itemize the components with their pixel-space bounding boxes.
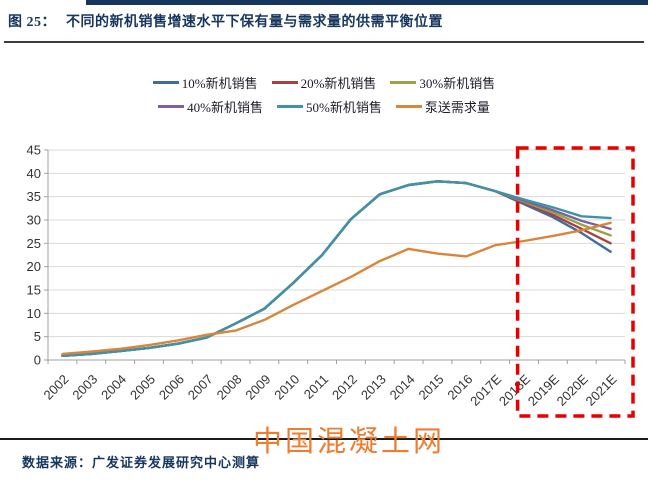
legend-swatch-line xyxy=(271,80,298,84)
x-tick-label: 2013 xyxy=(358,372,389,403)
title-divider xyxy=(4,41,644,43)
x-tick-label: 2011 xyxy=(301,372,331,402)
legend-label: 20%新机销售 xyxy=(300,75,377,91)
legend-label: 10%新机销售 xyxy=(181,75,258,91)
legend-item: 40%新机销售 xyxy=(158,97,263,116)
legend-swatch-line xyxy=(276,104,303,108)
legend-label: 泵送需求量 xyxy=(424,99,490,115)
y-tick-label: 0 xyxy=(34,353,41,368)
x-tick-label: 2018E xyxy=(496,371,533,408)
y-tick-label: 20 xyxy=(27,259,41,274)
x-tick-label: 2012 xyxy=(329,372,360,403)
legend-swatch-line xyxy=(390,80,417,84)
y-tick-label: 35 xyxy=(27,189,41,204)
y-tick-label: 15 xyxy=(27,283,41,298)
bottom-divider xyxy=(0,438,648,440)
y-tick-label: 5 xyxy=(34,329,41,344)
figure-title-text: 不同的新机销售增速水平下保有量与需求量的供需平衡位置 xyxy=(66,15,443,30)
chart-legend: 10%新机销售 20%新机销售 30%新机销售 40%新机销售 50%新机销售 泵送需求… xyxy=(0,72,648,116)
figure-number: 图 25： xyxy=(8,15,56,30)
figure-title: 图 25： 不同的新机销售增速水平下保有量与需求量的供需平衡位置 xyxy=(8,11,644,31)
legend-swatch-line xyxy=(395,104,422,108)
series-line xyxy=(61,180,612,358)
y-tick-label: 30 xyxy=(27,213,41,228)
x-tick-label: 2015 xyxy=(416,372,447,403)
series-line xyxy=(61,221,612,356)
y-tick-label: 40 xyxy=(27,166,41,181)
series-line xyxy=(61,180,612,358)
x-tick-label: 2014 xyxy=(387,372,418,403)
y-tick-label: 25 xyxy=(27,236,41,251)
top-border-bar xyxy=(86,0,648,5)
legend-item: 泵送需求量 xyxy=(395,97,490,116)
y-tick-label: 45 xyxy=(27,143,41,158)
x-tick-label: 2003 xyxy=(69,372,100,403)
legend-row-2: 40%新机销售 50%新机销售 泵送需求量 xyxy=(154,96,494,116)
x-tick-label: 2019E xyxy=(525,371,562,408)
legend-item: 30%新机销售 xyxy=(390,73,495,92)
legend-label: 50%新机销售 xyxy=(305,99,382,115)
legend-row-1: 10%新机销售 20%新机销售 30%新机销售 xyxy=(149,72,500,92)
chart-canvas: 0510152025303540452002200320042005200620… xyxy=(27,143,635,418)
x-tick-label: 2009 xyxy=(242,372,273,403)
highlight-box xyxy=(515,146,635,418)
source-note: 数据来源：广发证券发展研究中心测算 xyxy=(22,455,261,470)
legend-item: 50%新机销售 xyxy=(276,97,382,116)
x-tick-label: 2008 xyxy=(214,372,245,403)
y-tick-label: 10 xyxy=(27,306,41,321)
legend-label: 40%新机销售 xyxy=(187,99,263,115)
x-tick-label: 2021E xyxy=(583,371,620,408)
x-tick-label: 2017E xyxy=(467,371,504,408)
x-tick-label: 2010 xyxy=(271,372,302,403)
watermark-text: 中国混凝土网 xyxy=(253,426,446,458)
legend-label: 30%新机销售 xyxy=(419,75,496,91)
x-tick-label: 2005 xyxy=(127,372,158,403)
legend-item: 10%新机销售 xyxy=(152,73,258,92)
series-line xyxy=(61,180,612,358)
x-tick-label: 2007 xyxy=(185,372,216,403)
x-tick-label: 2004 xyxy=(98,372,129,403)
x-tick-label: 2020E xyxy=(554,371,591,408)
series-line xyxy=(61,180,612,358)
legend-item: 20%新机销售 xyxy=(271,73,377,92)
legend-swatch-line xyxy=(158,104,185,108)
legend-swatch-line xyxy=(152,80,179,84)
x-tick-label: 2006 xyxy=(156,372,187,403)
x-tick-label: 2002 xyxy=(40,372,71,403)
series-line xyxy=(61,180,612,358)
